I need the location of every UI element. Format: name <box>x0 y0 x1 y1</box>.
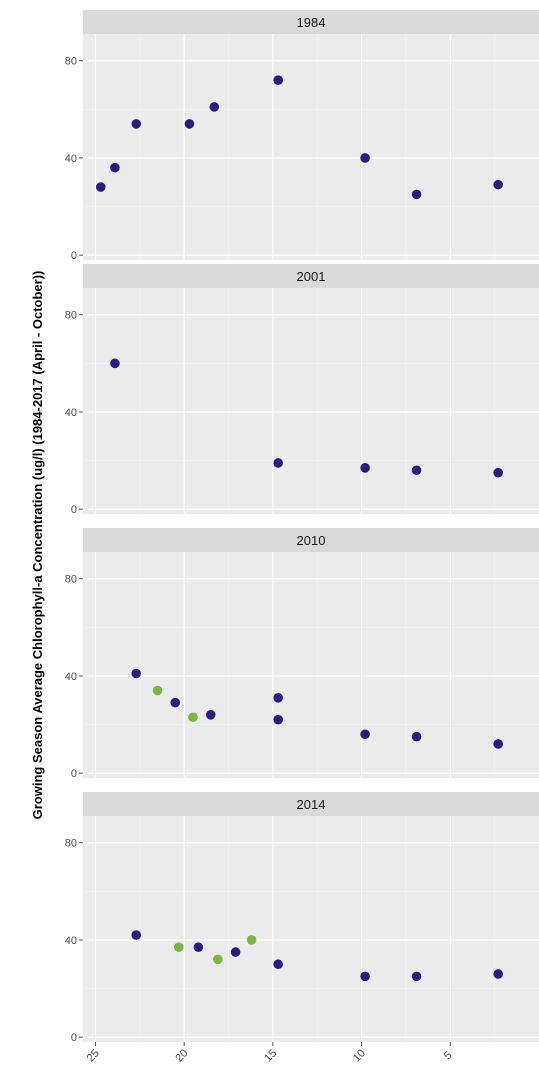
x-tick-label: 15 <box>262 1047 279 1064</box>
facet-strip <box>83 10 539 34</box>
data-point <box>493 179 503 190</box>
data-point <box>131 119 142 129</box>
data-point <box>110 358 120 369</box>
data-point <box>273 458 283 468</box>
data-point <box>360 971 370 982</box>
panel-2001: 2001 0 40 80 <box>65 264 539 516</box>
facet-strip-label: 2001 <box>297 269 326 284</box>
data-point <box>131 668 142 679</box>
panel-background <box>83 552 539 778</box>
data-point <box>205 710 216 720</box>
data-point <box>131 930 142 940</box>
data-point <box>273 714 283 725</box>
data-point <box>209 102 220 112</box>
x-tick-label: 20 <box>173 1047 190 1064</box>
y-tick-label: 40 <box>65 407 77 419</box>
data-point <box>360 729 370 740</box>
y-axis-label: Growing Season Average Chlorophyll-a Con… <box>30 271 45 820</box>
data-point <box>110 162 120 173</box>
data-point <box>273 75 283 85</box>
panel-background <box>83 816 539 1042</box>
y-tick-label: 40 <box>65 935 77 947</box>
data-point <box>411 731 422 742</box>
data-point <box>360 153 370 163</box>
data-point <box>493 739 503 749</box>
data-point <box>152 685 163 696</box>
x-tick-label: 5 <box>442 1049 455 1062</box>
data-point <box>95 182 106 192</box>
y-tick-label: 80 <box>65 838 77 850</box>
panel-background <box>83 34 539 260</box>
data-point <box>193 942 204 953</box>
data-point <box>411 971 422 982</box>
panel-2014: 2014 0 40 80 <box>65 792 539 1044</box>
data-point <box>230 947 241 957</box>
y-tick-label: 80 <box>65 56 77 68</box>
data-point <box>188 712 198 723</box>
panel-background <box>83 288 539 514</box>
data-point <box>174 942 184 953</box>
x-tick-label: 10 <box>351 1047 368 1064</box>
data-point <box>213 954 223 965</box>
data-point <box>493 969 503 979</box>
data-point <box>184 119 195 129</box>
y-tick-label: 0 <box>71 504 77 516</box>
facet-strip-label: 1984 <box>297 15 326 30</box>
data-point <box>246 935 257 945</box>
data-point <box>411 189 422 200</box>
panel-2010: 2010 0 40 80 <box>65 528 539 780</box>
panel-1984: 1984 0 40 80 <box>65 10 539 262</box>
y-tick-label: 0 <box>71 768 77 780</box>
facet-strip <box>83 528 539 552</box>
y-tick-label: 0 <box>71 250 77 262</box>
data-point <box>360 463 370 473</box>
data-point <box>411 465 422 476</box>
facet-strip <box>83 264 539 288</box>
y-tick-label: 80 <box>65 574 77 586</box>
y-tick-label: 80 <box>65 310 77 322</box>
x-axis: 25 20 15 10 5 <box>85 1042 455 1064</box>
data-point <box>273 959 283 970</box>
data-point <box>493 467 503 478</box>
facet-strip <box>83 792 539 816</box>
y-tick-label: 0 <box>71 1032 77 1044</box>
data-point <box>170 697 181 708</box>
data-point <box>273 693 283 703</box>
facet-strip-label: 2010 <box>297 533 326 548</box>
facet-strip-label: 2014 <box>297 797 326 812</box>
panels-layer: 1984 0 40 80 2001 0 40 80 2010 0 40 80 2014 0 40 80 <box>65 10 539 1044</box>
y-tick-label: 40 <box>65 153 77 165</box>
x-tick-label: 25 <box>85 1047 102 1064</box>
y-tick-label: 40 <box>65 671 77 683</box>
